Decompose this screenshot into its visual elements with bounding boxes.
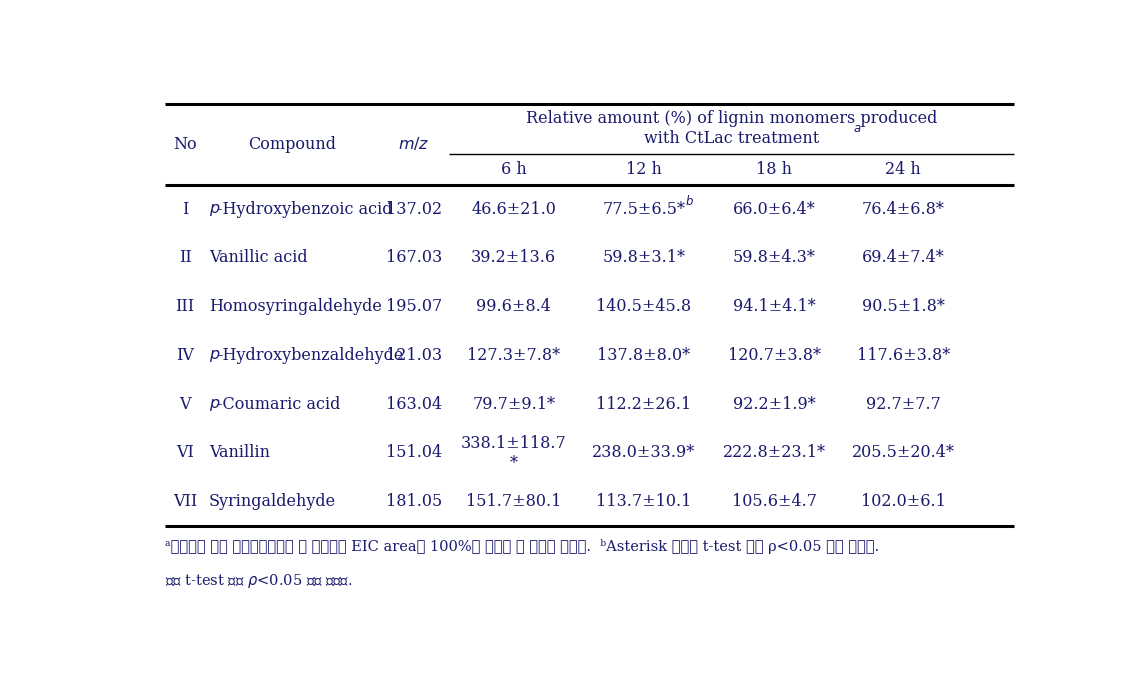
Text: 181.05: 181.05 [386, 493, 443, 510]
Text: 66.0±6.4*: 66.0±6.4* [733, 201, 816, 217]
Text: 151.7±80.1: 151.7±80.1 [466, 493, 561, 510]
Text: 99.6±8.4: 99.6±8.4 [476, 298, 551, 315]
Text: Vanillic acid: Vanillic acid [209, 250, 308, 266]
Text: $p$: $p$ [209, 347, 220, 364]
Text: 시는 t-test 결과 $\rho$<0.05 값을 나타냄.: 시는 t-test 결과 $\rho$<0.05 값을 나타냄. [164, 572, 353, 590]
Text: Homosyringaldehyde: Homosyringaldehyde [209, 298, 382, 315]
Text: VI: VI [176, 444, 194, 462]
Text: 77.5±6.5*: 77.5±6.5* [602, 201, 686, 217]
Text: III: III [176, 298, 195, 315]
Text: 102.0±6.1: 102.0±6.1 [860, 493, 946, 510]
Text: $p$: $p$ [209, 201, 220, 217]
Text: 12 h: 12 h [626, 161, 662, 178]
Text: 76.4±6.8*: 76.4±6.8* [861, 201, 945, 217]
Text: 112.2±26.1: 112.2±26.1 [597, 396, 691, 413]
Text: 238.0±33.9*: 238.0±33.9* [592, 444, 696, 462]
Text: 90.5±1.8*: 90.5±1.8* [861, 298, 945, 315]
Text: VII: VII [173, 493, 197, 510]
Text: *: * [510, 455, 518, 472]
Text: 94.1±4.1*: 94.1±4.1* [733, 298, 816, 315]
Text: 338.1±118.7: 338.1±118.7 [461, 435, 566, 452]
Text: 79.7±9.1*: 79.7±9.1* [472, 396, 556, 413]
Text: -Hydroxybenzaldehyde: -Hydroxybenzaldehyde [217, 347, 403, 364]
Text: 105.6±4.7: 105.6±4.7 [731, 493, 817, 510]
Text: 137.8±8.0*: 137.8±8.0* [598, 347, 690, 364]
Text: 151.04: 151.04 [387, 444, 443, 462]
Text: 46.6±21.0: 46.6±21.0 [471, 201, 556, 217]
Text: Syringaldehyde: Syringaldehyde [209, 493, 335, 510]
Text: 140.5±45.8: 140.5±45.8 [597, 298, 691, 315]
Text: 163.04: 163.04 [387, 396, 443, 413]
Text: 205.5±20.4*: 205.5±20.4* [852, 444, 955, 462]
Text: $a$: $a$ [853, 122, 861, 135]
Text: 18 h: 18 h [756, 161, 792, 178]
Text: 39.2±13.6: 39.2±13.6 [471, 250, 556, 266]
Text: 24 h: 24 h [885, 161, 921, 178]
Text: -Coumaric acid: -Coumaric acid [217, 396, 340, 413]
Text: 69.4±7.4*: 69.4±7.4* [861, 250, 945, 266]
Text: IV: IV [176, 347, 194, 364]
Text: I: I [181, 201, 188, 217]
Text: 127.3±7.8*: 127.3±7.8* [467, 347, 560, 364]
Text: Compound: Compound [249, 136, 337, 153]
Text: 222.8±23.1*: 222.8±23.1* [722, 444, 826, 462]
Text: $p$: $p$ [209, 396, 220, 413]
Text: $b$: $b$ [686, 194, 695, 208]
Text: No: No [173, 136, 197, 153]
Text: 117.6±3.8*: 117.6±3.8* [857, 347, 950, 364]
Text: II: II [179, 250, 192, 266]
Text: 113.7±10.1: 113.7±10.1 [597, 493, 691, 510]
Text: Vanillin: Vanillin [209, 444, 270, 462]
Text: 92.7±7.7: 92.7±7.7 [866, 396, 940, 413]
Text: Relative amount (%) of lignin monomers produced: Relative amount (%) of lignin monomers p… [526, 110, 937, 127]
Text: 167.03: 167.03 [386, 250, 443, 266]
Text: $\mathit{m/z}$: $\mathit{m/z}$ [398, 136, 430, 153]
Text: 120.7±3.8*: 120.7±3.8* [728, 347, 820, 364]
Text: ᵃ결과값은 효소 무처리구에서의 각 화합물의 EIC area을 100%로 하였을 때 증감을 나타냄.  ᵇAsterisk 표시는 t-test 결과 : ᵃ결과값은 효소 무처리구에서의 각 화합물의 EIC area을 100%로 … [164, 539, 879, 555]
Text: -Hydroxybenzoic acid: -Hydroxybenzoic acid [217, 201, 393, 217]
Text: 6 h: 6 h [501, 161, 526, 178]
Text: 59.8±3.1*: 59.8±3.1* [602, 250, 686, 266]
Text: with CtLac treatment: with CtLac treatment [644, 131, 819, 147]
Text: 137.02: 137.02 [387, 201, 443, 217]
Text: 59.8±4.3*: 59.8±4.3* [733, 250, 816, 266]
Text: 121.03: 121.03 [387, 347, 443, 364]
Text: 92.2±1.9*: 92.2±1.9* [733, 396, 816, 413]
Text: 195.07: 195.07 [386, 298, 443, 315]
Text: V: V [179, 396, 191, 413]
